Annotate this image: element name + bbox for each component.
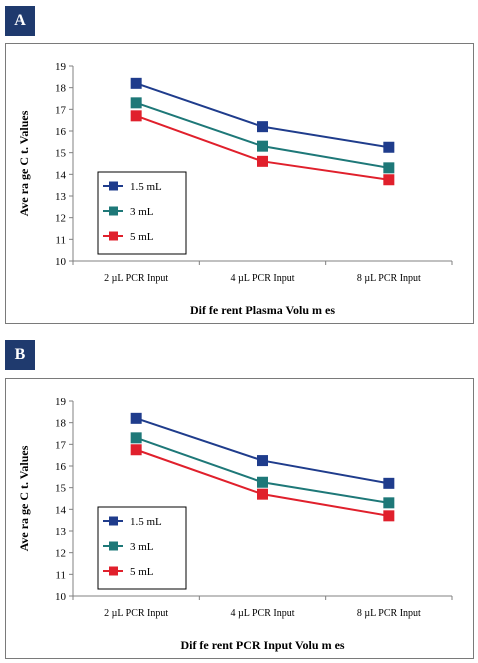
data-point xyxy=(383,174,395,186)
panel-b-chart: 10 11 12 13 14 15 16 17 18 19 2 µL PCR Input 4 µL P… xyxy=(5,378,474,659)
y-tick-label: 18 xyxy=(55,418,67,430)
y-tick-label: 11 xyxy=(55,234,66,246)
data-point xyxy=(130,110,142,122)
y-tick-label: 13 xyxy=(55,526,67,538)
y-axis-title: Ave ra ge C t. Values xyxy=(17,445,31,551)
x-tick-label: 2 µL PCR Input xyxy=(104,608,168,619)
legend: 1.5 mL 3 mL 5 mL xyxy=(97,171,187,255)
legend: 1.5 mL 3 mL 5 mL xyxy=(97,506,187,590)
legend-swatch-marker xyxy=(109,206,118,216)
y-tick-label: 15 xyxy=(55,483,67,495)
data-point xyxy=(257,476,268,488)
x-axis-title: Dif fe rent Plasma Volu m es xyxy=(190,303,335,317)
y-tick-label: 19 xyxy=(55,61,67,73)
legend-swatch-marker xyxy=(109,541,118,551)
x-axis-title: Dif fe rent PCR Input Volu m es xyxy=(180,638,344,652)
y-tick-label: 16 xyxy=(55,126,67,138)
legend-label: 1.5 mL xyxy=(130,516,162,528)
x-tick-label: 4 µL PCR Input xyxy=(230,608,294,619)
y-tick-label: 13 xyxy=(55,191,67,203)
legend-swatch-marker xyxy=(109,566,118,576)
y-tick-label: 16 xyxy=(55,461,67,473)
data-point xyxy=(130,432,142,444)
x-tick-label: 8 µL PCR Input xyxy=(357,273,421,284)
data-point xyxy=(130,412,142,424)
y-tick-label: 14 xyxy=(55,169,67,181)
data-point xyxy=(257,121,268,133)
legend-swatch-marker xyxy=(109,181,118,191)
data-point xyxy=(130,77,142,89)
data-point xyxy=(130,97,142,109)
panel-a-chart: 10 11 12 13 14 15 16 17 18 19 2 µL PCR Input 4 µL P… xyxy=(5,43,474,324)
legend-label: 1.5 mL xyxy=(130,181,162,193)
y-tick-label: 10 xyxy=(55,256,67,268)
y-tick-label: 15 xyxy=(55,148,67,160)
data-point xyxy=(257,155,268,167)
legend-label: 5 mL xyxy=(130,231,154,243)
panel-b-label: B xyxy=(5,340,35,370)
data-point xyxy=(383,510,395,522)
x-tick-label: 8 µL PCR Input xyxy=(357,608,421,619)
legend-swatch-marker xyxy=(109,231,118,241)
legend-label: 3 mL xyxy=(130,541,154,553)
x-tick-label: 4 µL PCR Input xyxy=(230,273,294,284)
data-point xyxy=(383,162,395,174)
y-tick-label: 10 xyxy=(55,591,67,603)
y-tick-label: 14 xyxy=(55,504,67,516)
x-tick-label: 2 µL PCR Input xyxy=(104,273,168,284)
data-point xyxy=(257,455,268,467)
legend-label: 3 mL xyxy=(130,206,154,218)
data-point xyxy=(383,497,395,509)
y-tick-label: 11 xyxy=(55,569,66,581)
data-point xyxy=(257,488,268,500)
data-point xyxy=(383,477,395,489)
legend-swatch-marker xyxy=(109,516,118,526)
y-tick-label: 12 xyxy=(55,548,66,560)
legend-label: 5 mL xyxy=(130,566,154,578)
y-axis-title: Ave ra ge C t. Values xyxy=(17,110,31,216)
y-tick-label: 17 xyxy=(55,104,67,116)
chart-a-svg: 10 11 12 13 14 15 16 17 18 19 2 µL PCR Input 4 µL P… xyxy=(17,61,453,317)
y-tick-label: 19 xyxy=(55,396,67,408)
chart-b-svg: 10 11 12 13 14 15 16 17 18 19 2 µL PCR Input 4 µL P… xyxy=(17,396,453,652)
y-tick-label: 18 xyxy=(55,83,67,95)
data-point xyxy=(383,141,395,153)
y-tick-label: 12 xyxy=(55,213,66,225)
data-point xyxy=(130,444,142,456)
panel-a-label: A xyxy=(5,6,35,36)
y-tick-label: 17 xyxy=(55,439,67,451)
data-point xyxy=(257,140,268,152)
